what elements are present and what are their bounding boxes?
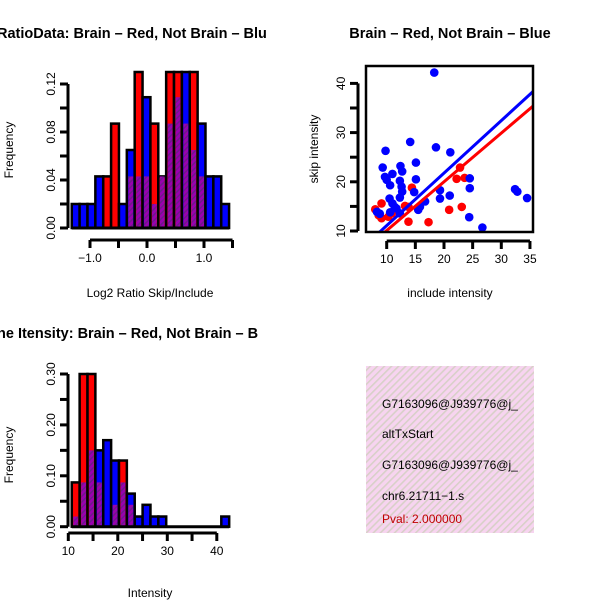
bar-overlap <box>136 176 142 227</box>
ratio-histogram-title: RatioData: Brain – Red, Not Brain – Blu <box>0 26 267 42</box>
point-not-brain <box>375 209 385 219</box>
fit-line-brain <box>382 104 533 232</box>
bar-not-brain <box>220 515 231 528</box>
point-brain <box>404 217 413 226</box>
y-tick-label: 0.30 <box>44 362 58 386</box>
bar-overlap <box>144 176 149 227</box>
x-tick-label: 0.0 <box>139 251 156 265</box>
info-event-type: altTxStart <box>382 427 434 441</box>
scatter-title: Brain – Red, Not Brain – Blue <box>349 26 550 42</box>
scatter-xlabel: include intensity <box>407 286 492 300</box>
y-tick-label: 0.20 <box>44 413 58 437</box>
intensity-histogram-ylabel: Frequency <box>2 427 16 484</box>
point-not-brain <box>464 212 474 222</box>
intensity-histogram: ne Itensity: Brain – Red, Not Brain – B … <box>0 326 258 600</box>
y-tick-label: 0.10 <box>44 464 58 488</box>
ratio-histogram-xlabel: Log2 Ratio Skip/Include <box>87 286 214 300</box>
y-tick-label: 0.12 <box>44 72 58 96</box>
point-not-brain <box>381 146 390 156</box>
point-not-brain <box>392 204 401 213</box>
y-tick-label: 20 <box>334 175 348 189</box>
point-not-brain <box>395 193 405 202</box>
x-tick-label: 1.0 <box>196 251 213 265</box>
bar-overlap <box>199 176 204 227</box>
point-not-brain <box>385 180 395 190</box>
point-not-brain <box>431 143 441 152</box>
info-event-id: G7163096@J939776@j_ <box>382 397 518 411</box>
bar-overlap <box>112 504 118 526</box>
point-not-brain <box>385 208 395 217</box>
point-not-brain <box>513 187 522 196</box>
point-not-brain <box>388 169 397 179</box>
bar-not-brain <box>157 515 168 528</box>
point-brain <box>444 205 454 215</box>
point-not-brain <box>411 175 421 184</box>
bar-overlap <box>81 482 87 526</box>
point-not-brain <box>435 194 445 203</box>
point-not-brain <box>465 174 475 183</box>
x-tick-label: 10 <box>380 252 394 266</box>
x-tick-label: 10 <box>62 544 76 558</box>
point-not-brain <box>478 223 487 232</box>
x-tick-label: 30 <box>161 544 175 558</box>
point-not-brain <box>397 167 407 176</box>
info-location: chr6.21711−1.s <box>382 489 464 503</box>
fit-line-not-brain <box>377 89 533 232</box>
ratio-histogram-ylabel: Frequency <box>2 122 16 179</box>
intensity-scatter: Brain – Red, Not Brain – Blue include in… <box>307 26 551 300</box>
y-tick-label: 40 <box>334 76 348 90</box>
intensity-histogram-title: ne Itensity: Brain – Red, Not Brain – B <box>0 326 258 342</box>
scatter-plot-box <box>364 64 535 234</box>
y-tick-label: 10 <box>334 224 348 238</box>
point-not-brain <box>378 163 387 172</box>
x-tick-label: 15 <box>409 252 423 266</box>
bar-overlap <box>151 204 157 227</box>
info-event-id-2: G7163096@J939776@j_ <box>382 458 518 472</box>
info-panel-background <box>366 366 534 533</box>
x-tick-label: 20 <box>111 544 125 558</box>
intensity-histogram-xlabel: Intensity <box>128 586 173 600</box>
point-not-brain <box>522 193 532 203</box>
bar-overlap <box>120 482 126 526</box>
info-pval: Pval: 2.000000 <box>382 512 462 526</box>
bar-overlap <box>191 150 197 227</box>
scatter-ylabel: skip intensity <box>307 115 321 184</box>
y-tick-label: 0.00 <box>44 216 58 240</box>
point-brain <box>424 217 433 227</box>
bar-overlap <box>96 482 102 526</box>
y-tick-label: 0.08 <box>44 120 58 144</box>
info-panel: G7163096@J939776@j_ altTxStart G7163096@… <box>366 366 534 533</box>
point-not-brain <box>409 187 419 197</box>
bar-overlap <box>128 504 134 526</box>
ratio-histogram: RatioData: Brain – Red, Not Brain – Blu … <box>0 26 267 300</box>
x-tick-label: 25 <box>466 252 480 266</box>
x-tick-label: 35 <box>523 252 537 266</box>
point-not-brain <box>446 147 455 157</box>
point-not-brain <box>405 137 415 147</box>
point-brain <box>377 199 386 208</box>
point-not-brain <box>411 158 421 167</box>
bar-overlap <box>175 97 181 227</box>
bar-overlap <box>183 123 189 227</box>
y-tick-label: 30 <box>334 126 348 140</box>
point-brain <box>457 202 467 212</box>
x-tick-label: 30 <box>495 252 509 266</box>
point-not-brain <box>445 191 455 200</box>
bar-overlap <box>89 450 94 526</box>
bar-overlap <box>167 123 173 227</box>
point-brain <box>452 174 461 184</box>
y-tick-label: 0.04 <box>44 168 58 192</box>
bar-overlap <box>128 176 134 227</box>
bar-overlap <box>73 516 79 526</box>
bar-overlap <box>159 176 165 227</box>
point-not-brain <box>465 183 475 193</box>
bar-not-brain <box>219 202 231 230</box>
x-tick-label: 20 <box>437 252 451 266</box>
y-tick-label: 0.00 <box>44 515 58 539</box>
x-tick-label: −1.0 <box>78 251 102 265</box>
point-not-brain <box>429 68 439 77</box>
x-tick-label: 40 <box>210 544 224 558</box>
